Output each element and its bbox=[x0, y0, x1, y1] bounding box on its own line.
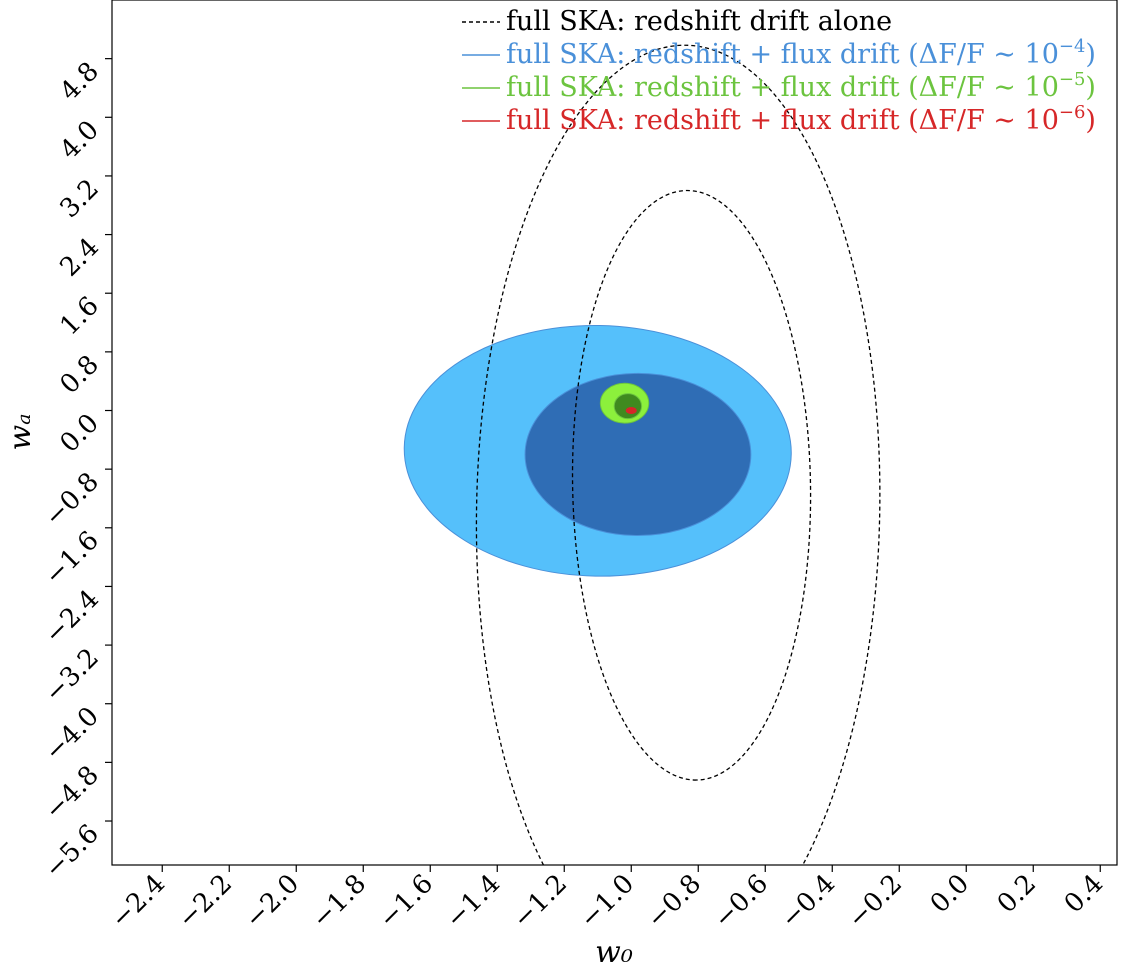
y-axis-label: wₐ bbox=[3, 414, 38, 451]
x-tick-label: −0.2 bbox=[842, 869, 908, 935]
contour-4-1-sigma bbox=[625, 407, 637, 415]
y-tick-label: −4.8 bbox=[39, 760, 105, 826]
x-tick-label: −1.4 bbox=[440, 869, 506, 935]
y-axis: −5.6−4.8−4.0−3.2−2.4−1.6−0.8 0.0 0.8 1.6 2.4… bbox=[39, 56, 112, 885]
y-tick-label: −2.4 bbox=[39, 584, 105, 650]
x-tick-label: −2.4 bbox=[105, 869, 171, 935]
y-tick-label: 0.8 bbox=[54, 350, 104, 400]
x-tick-label: −0.4 bbox=[775, 869, 841, 935]
y-tick-label: −3.2 bbox=[39, 643, 105, 709]
plot-frame bbox=[111, 0, 1118, 866]
x-tick-label: 0.2 bbox=[992, 869, 1042, 919]
x-axis: −2.4 −2.2 −2.0 −1.8 −1.6 −1.4 −1.2 −1.0 −0.8 −0.6… bbox=[105, 865, 1109, 935]
x-tick-label: −2.2 bbox=[172, 869, 238, 935]
legend-entry: full SKA: redshift drift alone bbox=[506, 6, 892, 37]
x-tick-label: −2.0 bbox=[239, 869, 305, 935]
x-tick-label: −1.2 bbox=[507, 869, 573, 935]
x-tick-label: −0.8 bbox=[641, 869, 707, 935]
y-tick-label: −4.0 bbox=[39, 701, 105, 767]
x-axis-label: w₀ bbox=[595, 935, 633, 970]
x-tick-label: −1.8 bbox=[306, 869, 372, 935]
legend-entry: full SKA: redshift + flux drift (ΔF/F ∼ … bbox=[506, 69, 1096, 103]
y-tick-label: 4.8 bbox=[54, 56, 104, 106]
contour-2-1-sigma bbox=[524, 372, 752, 537]
legend-entry: full SKA: redshift + flux drift (ΔF/F ∼ … bbox=[506, 36, 1096, 70]
y-tick-label: −0.8 bbox=[39, 467, 105, 533]
y-tick-label: 3.2 bbox=[54, 174, 104, 224]
y-tick-label: −5.6 bbox=[39, 819, 105, 885]
contour-3-1-sigma bbox=[613, 393, 643, 420]
y-tick-label: 4.0 bbox=[54, 115, 104, 165]
x-tick-label: −0.6 bbox=[708, 869, 774, 935]
x-tick-label: −1.0 bbox=[574, 869, 640, 935]
legend-entry: full SKA: redshift + flux drift (ΔF/F ∼ … bbox=[506, 102, 1096, 136]
y-tick-label: 0.0 bbox=[54, 408, 104, 458]
contour-layer bbox=[403, 44, 881, 865]
y-tick-label: −1.6 bbox=[39, 526, 105, 592]
contour-1-2-sigma bbox=[475, 44, 881, 865]
x-tick-label: −1.6 bbox=[373, 869, 439, 935]
y-tick-label: 2.4 bbox=[54, 232, 104, 282]
x-tick-label: 0.0 bbox=[925, 869, 975, 919]
y-tick-label: 1.6 bbox=[54, 291, 104, 341]
x-tick-label: 0.4 bbox=[1059, 869, 1109, 919]
contour-1-1-sigma bbox=[571, 189, 812, 781]
